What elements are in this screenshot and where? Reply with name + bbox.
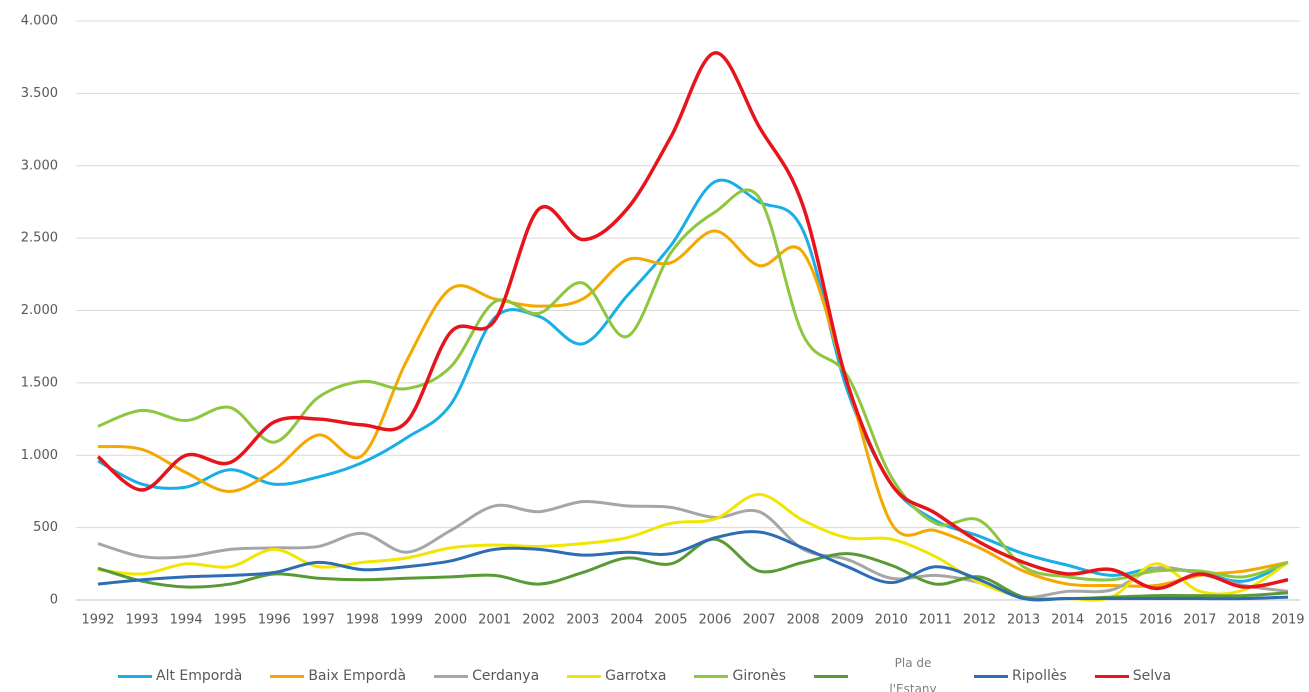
legend-item: Selva (1094, 668, 1172, 684)
legend-item: Alt Empordà (118, 668, 242, 684)
y-tick-label: 500 (33, 520, 58, 535)
series-line (97, 530, 1289, 602)
x-tick-label: 1996 (258, 613, 291, 628)
y-tick-label: 0 (50, 593, 58, 608)
legend-swatch (974, 674, 1009, 678)
legend-label: Alt Empordà (156, 668, 243, 684)
legend-swatch (118, 674, 152, 678)
y-tick-label: 2.000 (21, 303, 58, 318)
y-tick-label: 1.000 (21, 448, 58, 463)
x-tick-label: 1998 (346, 613, 379, 628)
x-tick-label: 2011 (919, 613, 952, 628)
series-line (96, 51, 1289, 591)
x-tick-label: 2005 (654, 613, 687, 628)
legend-swatch (270, 674, 305, 678)
x-tick-label: 2018 (1227, 613, 1260, 628)
legend-item: Ripollès (974, 668, 1067, 684)
y-tick-label: 1.500 (21, 375, 58, 390)
x-tick-label: 2010 (875, 613, 908, 628)
x-tick-label: 1993 (126, 613, 159, 628)
x-tick-label: 2006 (698, 613, 731, 628)
legend-label: Cerdanya (472, 668, 540, 684)
x-tick-label: 2016 (1139, 613, 1172, 628)
y-tick-label: 4.000 (21, 14, 58, 29)
legend-item: Gironès (694, 668, 786, 684)
x-tick-label: 2008 (787, 613, 820, 628)
series-line (97, 229, 1289, 588)
x-tick-label: 2003 (566, 613, 599, 628)
x-tick-label: 2013 (1007, 613, 1040, 628)
series-line (97, 178, 1289, 583)
y-tick-label: 2.500 (21, 231, 58, 246)
x-tick-label: 2012 (963, 613, 996, 628)
legend-item: Garrotxa (567, 668, 666, 684)
x-tick-label: 2014 (1051, 613, 1084, 628)
legend-label: Gironès (732, 668, 787, 684)
x-tick-label: 1999 (390, 613, 423, 628)
legend-label: Baix Empordà (308, 668, 407, 684)
legend-item: Baix Empordà (270, 668, 406, 684)
x-tick-label: 1994 (170, 613, 203, 628)
x-tick-label: 1995 (214, 613, 247, 628)
legend-item: Cerdanya (434, 668, 539, 684)
series-line (97, 188, 1289, 582)
legend-label: Selva (1132, 668, 1172, 684)
legend-swatch (1094, 674, 1129, 678)
x-tick-label: 2015 (1095, 613, 1128, 628)
legend-label: Garrotxa (605, 668, 667, 684)
legend-item: Pla de l'Estany (814, 650, 946, 692)
legend-label: Pla de l'Estany (889, 656, 937, 692)
y-tick-label: 3.000 (21, 158, 58, 173)
legend-swatch (694, 674, 729, 678)
x-tick-label: 2001 (478, 613, 511, 628)
x-tick-label: 2000 (434, 613, 467, 628)
legend: Alt Empordà Baix Empordà Cerdanya Garrotxa G… (118, 650, 1171, 692)
x-tick-label: 2007 (743, 613, 776, 628)
x-tick-label: 2004 (610, 613, 643, 628)
legend-label: Ripollès (1012, 668, 1067, 684)
x-tick-label: 1997 (302, 613, 335, 628)
x-tick-label: 2017 (1183, 613, 1216, 628)
x-tick-label: 1992 (81, 613, 114, 628)
x-tick-label: 2019 (1271, 613, 1304, 628)
x-tick-label: 2009 (831, 613, 864, 628)
legend-swatch (434, 674, 469, 678)
x-tick-label: 2002 (522, 613, 555, 628)
series-line (97, 499, 1289, 599)
y-tick-label: 3.500 (21, 86, 58, 101)
legend-swatch (567, 674, 602, 678)
legend-swatch (814, 674, 849, 678)
plot: 0 500 1.000 1.500 2.000 2.500 3.000 3.500 4.000 1… (21, 14, 1305, 628)
